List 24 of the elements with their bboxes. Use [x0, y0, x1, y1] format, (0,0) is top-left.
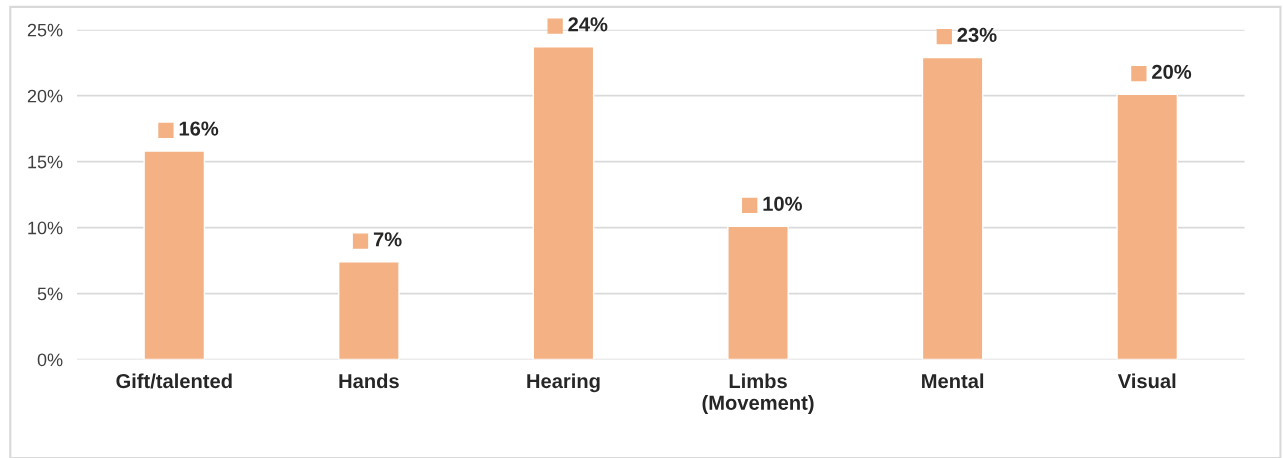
- y-tick-label: 15%: [28, 155, 63, 169]
- data-label: 24%: [568, 17, 608, 32]
- data-label: 7%: [373, 232, 402, 247]
- data-label: 16%: [179, 121, 219, 136]
- bar: [921, 56, 984, 360]
- bar: [338, 261, 400, 360]
- bar: [532, 46, 595, 360]
- y-tick-label: 5%: [37, 287, 63, 301]
- y-tick-label: 10%: [28, 221, 63, 235]
- data-label: 20%: [1152, 64, 1192, 79]
- x-tick-label: Mental: [922, 373, 984, 389]
- x-tick-label: Gift/talented: [116, 373, 232, 389]
- y-tick-label: 0%: [37, 353, 63, 367]
- x-tick-label: Visual: [1117, 373, 1176, 389]
- x-tick-label: Limbs (Movement): [702, 373, 814, 414]
- x-tick-label: Hearing: [527, 373, 600, 393]
- bar: [727, 225, 789, 360]
- bar: [1116, 93, 1179, 360]
- y-tick-label: 20%: [27, 89, 63, 103]
- x-tick-label: Hands: [339, 373, 399, 389]
- y-tick-label: 25%: [27, 23, 63, 37]
- data-label: 10%: [763, 196, 802, 211]
- bar: [143, 150, 206, 360]
- data-label: 23%: [957, 27, 997, 43]
